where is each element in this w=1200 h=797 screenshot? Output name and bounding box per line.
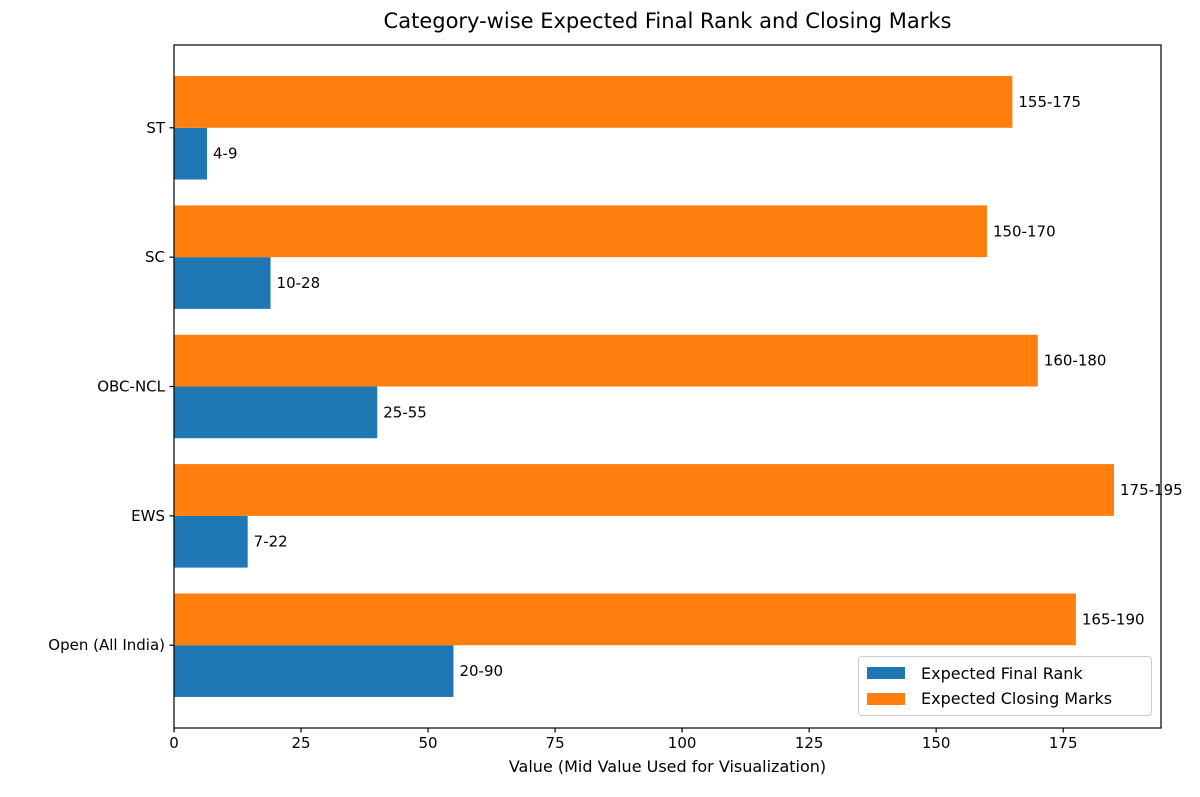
bar-rank-EWS	[174, 515, 248, 568]
bar-rank-ST	[174, 127, 208, 180]
x-tick-label: 125	[795, 734, 824, 752]
legend-label-closing-marks: Expected Closing Marks	[921, 689, 1113, 709]
value-label: 7-22	[254, 533, 288, 551]
bar-rank-SC	[174, 257, 271, 309]
category-label: SC	[145, 248, 165, 266]
plot-border	[173, 44, 1162, 729]
x-tick-label: 25	[291, 734, 310, 752]
chart-title: Category-wise Expected Final Rank and Cl…	[383, 9, 952, 33]
x-tick-label: 50	[419, 734, 438, 752]
bar-marks-SC	[174, 205, 987, 258]
value-label: 160-180	[1044, 352, 1107, 370]
category-label: EWS	[131, 507, 165, 525]
value-label: 20-90	[459, 662, 503, 680]
bar-marks-Open (All India)	[174, 593, 1076, 646]
x-tick-label: 175	[1049, 734, 1078, 752]
x-tick-label: 0	[169, 734, 179, 752]
x-tick-label: 100	[668, 734, 697, 752]
category-label: OBC-NCL	[97, 378, 165, 396]
category-label: Open (All India)	[48, 636, 165, 654]
bar-rank-Open (All India)	[174, 645, 454, 697]
value-label: 175-195	[1120, 481, 1183, 499]
legend-label-final-rank: Expected Final Rank	[921, 663, 1083, 683]
value-label: 165-190	[1082, 610, 1145, 628]
legend-swatch-closing-marks-icon	[867, 692, 905, 705]
x-tick-label: 75	[546, 734, 565, 752]
value-label: 4-9	[213, 145, 238, 163]
x-axis-label: Value (Mid Value Used for Visualization)	[508, 757, 827, 776]
bar-marks-ST	[174, 76, 1013, 128]
category-label: ST	[146, 119, 166, 137]
legend: Expected Final Rank Expected Closing Mar…	[858, 656, 1152, 716]
bar-marks-EWS	[174, 464, 1114, 516]
legend-item-final-rank: Expected Final Rank	[867, 664, 1151, 683]
value-label: 25-55	[383, 403, 427, 421]
bar-rank-OBC-NCL	[174, 386, 378, 439]
value-label: 10-28	[277, 274, 321, 292]
x-tick-label: 150	[922, 734, 951, 752]
bar-marks-OBC-NCL	[174, 334, 1038, 387]
value-label: 155-175	[1018, 93, 1081, 111]
legend-swatch-final-rank-icon	[867, 667, 905, 680]
value-label: 150-170	[993, 222, 1056, 240]
legend-item-closing-marks: Expected Closing Marks	[867, 689, 1151, 708]
